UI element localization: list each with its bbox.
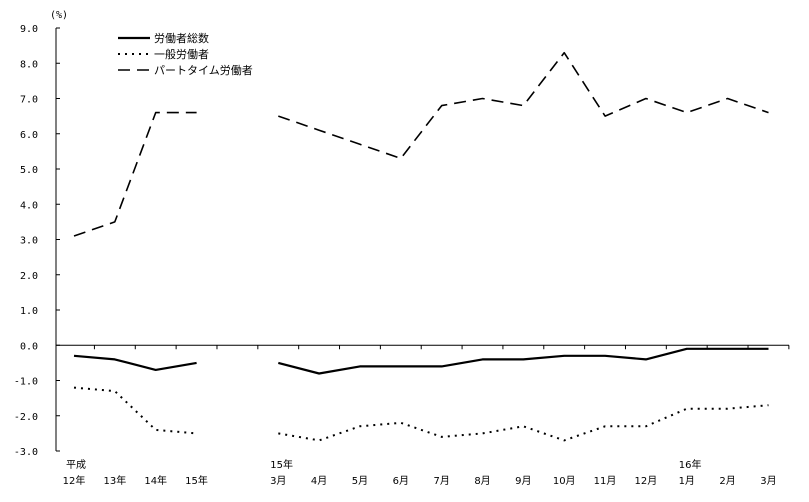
- x-category-label: 6月: [393, 475, 409, 487]
- y-tick-label: 5.0: [20, 165, 38, 176]
- x-category-label: 4月: [311, 475, 327, 487]
- series-line: [73, 111, 197, 237]
- x-category-label-top: 平成: [66, 459, 86, 471]
- x-category-label: 11月: [594, 475, 617, 487]
- x-category-label-top: 16年: [679, 458, 702, 471]
- y-tick-label: 4.0: [20, 200, 38, 211]
- series-line: [73, 386, 197, 435]
- y-tick-label: -1.0: [14, 377, 38, 388]
- x-category-label: 14年: [144, 474, 167, 487]
- x-category-label: 12月: [635, 475, 658, 487]
- x-category-label: 2月: [719, 475, 735, 487]
- y-tick-label: 9.0: [20, 24, 38, 35]
- legend-label: 労働者総数: [154, 31, 209, 45]
- y-tick-label: -3.0: [14, 447, 38, 458]
- legend-label: 一般労働者: [154, 47, 209, 61]
- series-layer: [73, 51, 769, 442]
- y-axis-unit-label: (%): [50, 10, 68, 21]
- x-category-label: 10月: [553, 475, 576, 487]
- x-category-label-top: 15年: [270, 458, 293, 471]
- series-line: [73, 354, 197, 371]
- x-category-label: 12年: [63, 474, 86, 487]
- x-category-label: 3月: [760, 475, 776, 487]
- x-category-label: 8月: [474, 475, 490, 487]
- series-line: [278, 51, 769, 160]
- y-tick-label: 8.0: [20, 59, 38, 70]
- y-tick-label: 2.0: [20, 271, 38, 282]
- y-tick-label: 0.0: [20, 341, 38, 352]
- y-tick-label: 1.0: [20, 306, 38, 317]
- x-category-label: 3月: [270, 475, 286, 487]
- x-category-label: 15年: [185, 474, 208, 487]
- y-tick-label: 3.0: [20, 236, 38, 247]
- y-tick-label: 7.0: [20, 95, 38, 106]
- x-category-label: 1月: [679, 475, 695, 487]
- series-line: [278, 347, 769, 375]
- chart-axes: 9.0 8.0 7.0 6.0 5.0 4.0 3.0 2.0 1.0 0.0 -1.0 -2.0 -3…: [14, 24, 790, 487]
- series-line: [278, 404, 769, 442]
- x-category-label: 5月: [352, 475, 368, 487]
- x-category-label: 9月: [515, 475, 531, 487]
- y-tick-label: -2.0: [14, 412, 38, 423]
- y-tick-label: 6.0: [20, 130, 38, 141]
- x-category-label: 7月: [433, 475, 449, 487]
- legend-label: パートタイム労働者: [154, 63, 253, 77]
- x-category-label: 13年: [103, 474, 126, 487]
